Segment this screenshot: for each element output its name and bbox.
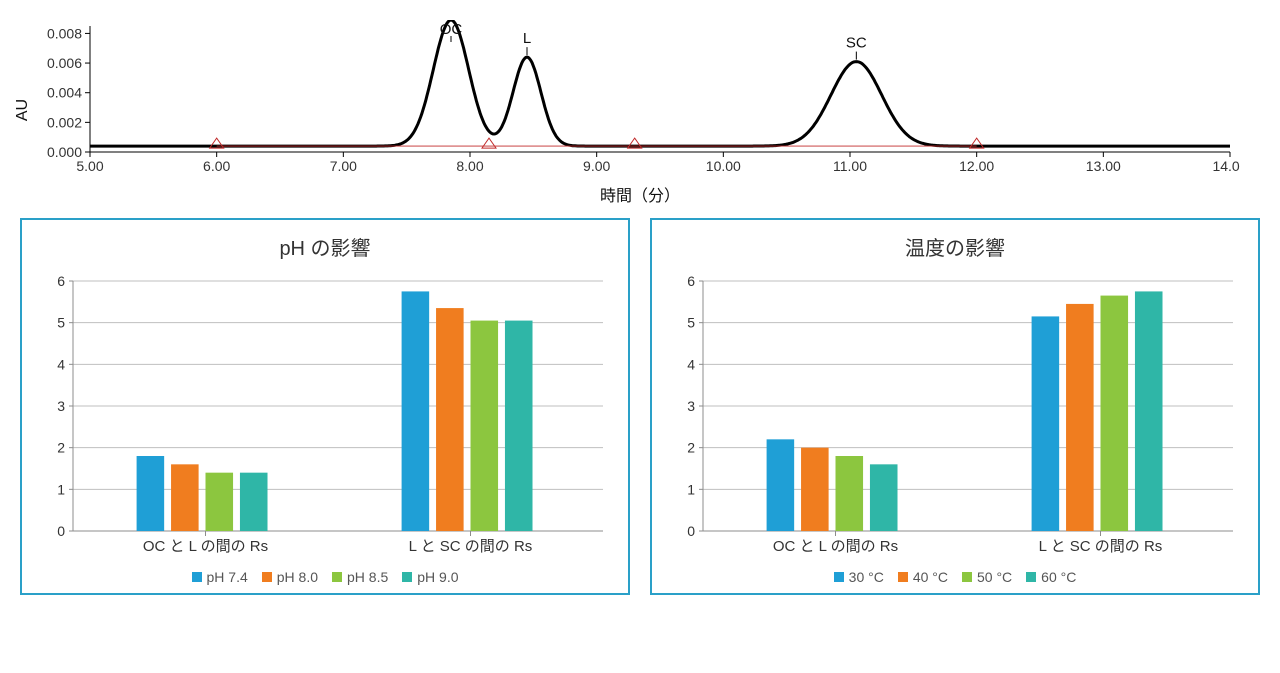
svg-text:0.008: 0.008 <box>47 25 82 41</box>
legend-temp: 30 °C 40 °C 50 °C 60 °C <box>664 569 1246 585</box>
svg-text:L と SC の間の Rs: L と SC の間の Rs <box>409 538 533 555</box>
legend-label: 50 °C <box>977 569 1012 585</box>
svg-text:0.002: 0.002 <box>47 114 82 130</box>
svg-text:0: 0 <box>57 523 65 539</box>
panel-temp: 温度の影響 0123456OC と L の間の RsL と SC の間の Rs … <box>650 218 1260 595</box>
legend-label: 60 °C <box>1041 569 1076 585</box>
svg-text:1: 1 <box>57 481 65 497</box>
svg-text:5: 5 <box>687 315 695 331</box>
legend-item: pH 9.0 <box>402 569 458 585</box>
svg-text:1: 1 <box>687 481 695 497</box>
svg-text:0.004: 0.004 <box>47 85 82 101</box>
svg-text:13.00: 13.00 <box>1086 158 1121 174</box>
panel-ph: pH の影響 0 1 2 3 4 5 6 OC と L の間の Rs L と SC の間の Rs… <box>20 218 630 595</box>
svg-text:11.00: 11.00 <box>833 158 867 174</box>
legend-label: pH 7.4 <box>207 569 248 585</box>
svg-text:6: 6 <box>687 273 695 289</box>
legend-label: 40 °C <box>913 569 948 585</box>
svg-text:12.00: 12.00 <box>959 158 994 174</box>
svg-text:2: 2 <box>57 440 65 456</box>
legend-item: 50 °C <box>962 569 1012 585</box>
bar-chart-temp: 0 1 2 3 4 5 6 OC と L の間の Rs L と SC の間の Rs <box>665 269 1245 559</box>
legend-swatch <box>262 572 272 582</box>
legend-item: pH 8.0 <box>262 569 318 585</box>
svg-text:OC と L の間の Rs: OC と L の間の Rs <box>773 538 898 555</box>
legend-swatch <box>192 572 202 582</box>
svg-text:6.00: 6.00 <box>203 158 230 174</box>
legend-label: pH 8.5 <box>347 569 388 585</box>
legend-swatch <box>332 572 342 582</box>
svg-text:5: 5 <box>57 315 65 331</box>
svg-text:SC: SC <box>846 35 867 52</box>
chromatogram-svg: 0.0000.0020.0040.0060.0085.006.007.008.0… <box>20 20 1240 180</box>
legend-item: 60 °C <box>1026 569 1076 585</box>
legend-label: pH 9.0 <box>417 569 458 585</box>
legend-label: pH 8.0 <box>277 569 318 585</box>
legend-swatch <box>402 572 412 582</box>
svg-text:10.00: 10.00 <box>706 158 741 174</box>
svg-text:8.00: 8.00 <box>456 158 483 174</box>
chromatogram-ylabel: AU <box>14 99 32 121</box>
svg-text:0: 0 <box>687 523 695 539</box>
svg-text:3: 3 <box>57 398 65 414</box>
svg-text:4: 4 <box>687 356 695 372</box>
bar-chart-ph: 0 1 2 3 4 5 6 OC と L の間の Rs L と SC の間の Rs <box>35 269 615 559</box>
legend-item: pH 7.4 <box>192 569 248 585</box>
svg-text:L と SC の間の Rs: L と SC の間の Rs <box>1039 538 1163 555</box>
svg-text:6: 6 <box>57 273 65 289</box>
svg-text:7.00: 7.00 <box>330 158 357 174</box>
panel-temp-title: 温度の影響 <box>664 232 1246 261</box>
figure-root: AU 0.0000.0020.0040.0060.0085.006.007.00… <box>20 20 1260 595</box>
panel-ph-title: pH の影響 <box>34 232 616 261</box>
svg-text:2: 2 <box>687 440 695 456</box>
legend-label: 30 °C <box>849 569 884 585</box>
chromatogram-xlabel: 時間（分） <box>20 182 1260 206</box>
svg-text:L: L <box>523 30 531 47</box>
legend-swatch <box>1026 572 1036 582</box>
legend-item: 40 °C <box>898 569 948 585</box>
legend-ph: pH 7.4 pH 8.0 pH 8.5 pH 9.0 <box>34 569 616 585</box>
svg-text:0.006: 0.006 <box>47 55 82 71</box>
svg-text:5.00: 5.00 <box>76 158 103 174</box>
svg-text:4: 4 <box>57 356 65 372</box>
chromatogram: AU 0.0000.0020.0040.0060.0085.006.007.00… <box>20 20 1260 200</box>
legend-item: pH 8.5 <box>332 569 388 585</box>
svg-text:9.00: 9.00 <box>583 158 610 174</box>
legend-swatch <box>898 572 908 582</box>
svg-text:OC と L の間の Rs: OC と L の間の Rs <box>143 538 268 555</box>
svg-text:3: 3 <box>687 398 695 414</box>
bar-panels: pH の影響 0 1 2 3 4 5 6 OC と L の間の Rs L と SC の間の Rs… <box>20 218 1260 595</box>
legend-item: 30 °C <box>834 569 884 585</box>
legend-swatch <box>962 572 972 582</box>
svg-text:OC: OC <box>440 21 463 38</box>
legend-swatch <box>834 572 844 582</box>
svg-text:14.00: 14.00 <box>1212 158 1240 174</box>
